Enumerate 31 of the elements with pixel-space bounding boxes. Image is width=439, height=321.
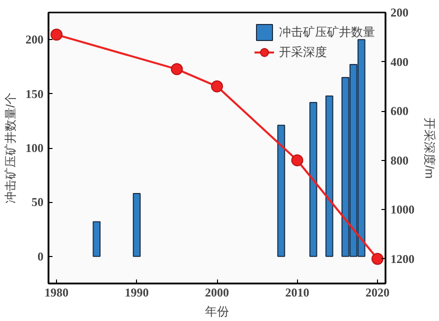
- point: [170, 63, 183, 76]
- y-axis-title: 冲击矿压矿井数量/个: [4, 92, 18, 204]
- point: [50, 28, 63, 41]
- x-tick-label: 2000: [205, 286, 229, 300]
- y-tick-label: 50: [32, 195, 44, 210]
- legend-label: 开采深度: [279, 44, 327, 60]
- y-tick-label: 100: [26, 141, 44, 155]
- x-tick-label: 1980: [44, 286, 69, 300]
- y-tick-label: 200: [26, 32, 44, 47]
- bar: [92, 221, 101, 257]
- y2-tick-label: 200: [390, 6, 408, 20]
- y2-tick-label: 400: [390, 54, 408, 69]
- point: [211, 80, 223, 92]
- x-tick-label: 2010: [285, 286, 310, 300]
- legend-label: 冲击矿压矿井数量: [279, 24, 375, 40]
- x-axis-title: 年份: [205, 304, 229, 318]
- y2-tick-label: 600: [390, 104, 408, 118]
- y-tick-label: 0: [38, 249, 44, 264]
- y-tick-label: 150: [26, 86, 44, 101]
- bar: [277, 124, 286, 257]
- x-tick-label: 1990: [124, 286, 149, 300]
- bar: [325, 95, 334, 257]
- point: [371, 252, 384, 265]
- bar: [309, 102, 318, 257]
- bar: [132, 193, 141, 257]
- y2-tick-label: 1200: [390, 252, 414, 266]
- y2-tick-label: 800: [390, 153, 408, 168]
- x-tick-label: 2020: [365, 286, 390, 300]
- point: [291, 154, 304, 166]
- y2-axis-title: 开采深度/m: [422, 117, 436, 179]
- y2-tick-label: 1000: [390, 202, 414, 217]
